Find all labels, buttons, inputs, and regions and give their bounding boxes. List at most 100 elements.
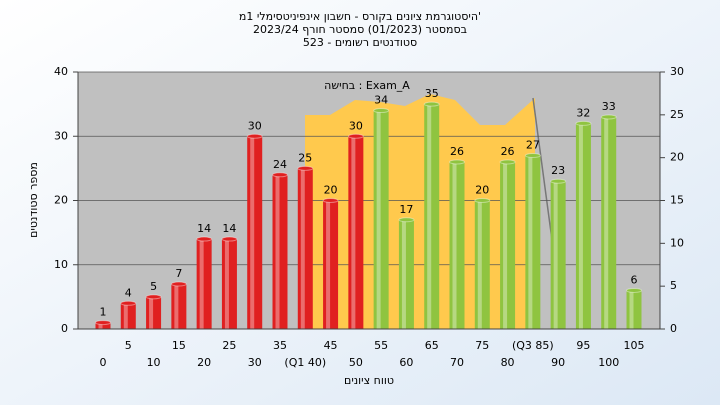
y-axis-title: מספר סטודנטים: [27, 162, 40, 238]
bar-shine: [224, 239, 229, 329]
bar-shine: [528, 155, 533, 329]
bar: [424, 104, 440, 329]
bar: [525, 155, 541, 329]
bar-shine: [351, 136, 356, 329]
bar-cap: [423, 101, 440, 107]
y-tick-label: 40: [54, 65, 68, 78]
data-label: 30: [248, 119, 262, 132]
bar-cap: [474, 198, 491, 203]
bar: [398, 219, 414, 329]
x-tick-label: 105: [624, 339, 645, 352]
chart-subtitle: בסמסטר (01/2023) סמסטר חורף 2023/24: [253, 23, 467, 36]
x-tick-label: 30: [248, 356, 262, 369]
x-tick-label: (Q3 85): [512, 339, 554, 352]
bar-shine: [149, 296, 154, 329]
data-label: 33: [602, 100, 616, 113]
bar-cap: [322, 198, 339, 203]
x-tick-label: (Q1 40): [284, 356, 326, 369]
x-tick-label: 60: [399, 356, 413, 369]
data-label: 30: [349, 119, 363, 132]
data-label: 20: [324, 184, 338, 197]
trend-line: [532, 97, 553, 241]
y2-tick-label: 25: [670, 108, 684, 121]
bar: [297, 168, 313, 329]
y2-tick-label: 20: [670, 151, 684, 164]
x-tick-label: 35: [273, 339, 287, 352]
y2-tick-label: 5: [670, 279, 677, 292]
data-label: 32: [576, 106, 590, 119]
y2-tick-label: 0: [670, 322, 677, 335]
data-label: 17: [399, 203, 413, 216]
chart-subtitle: 523 - סטודנטים רשומים: [303, 36, 417, 49]
data-label: 5: [150, 280, 157, 293]
bar: [449, 161, 465, 329]
bar: [247, 136, 263, 329]
x-tick-label: 25: [222, 339, 236, 352]
bar: [323, 200, 339, 329]
bar-shine: [578, 123, 583, 330]
bar: [550, 181, 566, 329]
bar-cap: [575, 120, 592, 126]
bar-shine: [401, 219, 406, 329]
x-tick-label: 50: [349, 356, 363, 369]
x-tick-label: 80: [501, 356, 515, 369]
y2-tick-label: 15: [670, 194, 684, 207]
bar-cap: [297, 165, 314, 171]
bar: [272, 174, 288, 329]
data-label: 6: [631, 273, 638, 286]
annotation: בחישה : Exam_A: [324, 79, 410, 92]
bar-shine: [376, 110, 381, 329]
data-label: 7: [175, 267, 182, 280]
bar-shine: [174, 284, 179, 329]
bar: [575, 123, 591, 330]
bar-shine: [553, 181, 558, 329]
bar-cap: [550, 178, 567, 184]
bar-shine: [300, 168, 305, 329]
bar-cap: [449, 159, 465, 165]
x-tick-label: 70: [450, 356, 464, 369]
y-tick-label: 0: [61, 322, 68, 335]
x-tick-label: 10: [147, 356, 161, 369]
bar: [500, 161, 516, 329]
bar: [146, 296, 162, 329]
bar: [95, 322, 111, 329]
data-label: 25: [298, 151, 312, 164]
y-tick-label: 30: [54, 129, 68, 142]
x-tick-label: 75: [475, 339, 489, 352]
x-tick-label: 45: [324, 339, 338, 352]
bar-shine: [98, 322, 103, 329]
bar: [120, 303, 136, 329]
bar-cap: [347, 133, 364, 139]
bar-cap: [170, 281, 187, 287]
x-tick-label: 20: [197, 356, 211, 369]
bar-cap: [196, 236, 213, 242]
bar-cap: [221, 236, 238, 242]
bar-cap: [145, 294, 162, 300]
bar-cap: [499, 159, 516, 165]
x-tick-label: 65: [425, 339, 439, 352]
bar-cap: [373, 108, 390, 114]
x-tick-label: 15: [172, 339, 186, 352]
x-axis-title: טווח ציונים: [344, 374, 394, 387]
y-tick-label: 10: [54, 258, 68, 271]
x-tick-label: 95: [576, 339, 590, 352]
data-label: 26: [450, 145, 464, 158]
bar-shine: [477, 200, 482, 329]
bar: [474, 200, 490, 329]
bar: [221, 239, 237, 329]
bar-cap: [272, 172, 288, 178]
bar-shine: [452, 161, 457, 329]
data-label: 26: [501, 145, 515, 158]
chart-title: היסטוגרמת ציונים בקורס - חשבון אינפיניטס…: [239, 10, 481, 23]
bar: [626, 290, 642, 329]
x-tick-label: 90: [551, 356, 565, 369]
bar-cap: [95, 320, 111, 326]
bar-shine: [275, 174, 280, 329]
y2-tick-label: 30: [670, 65, 684, 78]
data-label: 4: [125, 286, 132, 299]
y-tick-label: 20: [54, 194, 68, 207]
bar-cap: [600, 114, 617, 120]
data-label: 27: [526, 139, 540, 152]
data-label: 23: [551, 164, 565, 177]
bar: [171, 284, 187, 329]
